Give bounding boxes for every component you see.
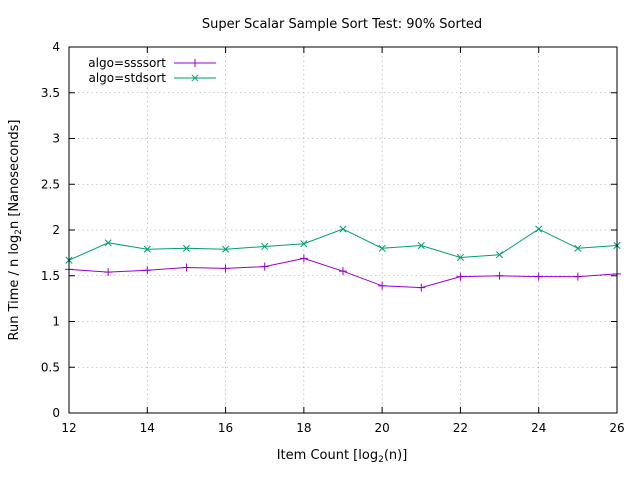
data-point-stdsort (300, 240, 308, 248)
data-point-stdsort (456, 253, 464, 262)
chart-title: Super Scalar Sample Sort Test: 90% Sorte… (202, 17, 482, 32)
data-point-ssssort (339, 267, 347, 276)
data-point-ssssort (221, 264, 230, 273)
x-tick-label: 18 (296, 421, 311, 435)
grid-lines (69, 47, 617, 413)
data-point-ssssort (182, 263, 191, 272)
x-axis-label-main: Item Count [log (277, 448, 378, 463)
y-tick-label: 3 (52, 132, 60, 146)
data-point-ssssort (456, 272, 465, 281)
y-tick-label: 0 (52, 406, 60, 420)
x-axis-label-tail: (n)] (384, 448, 407, 463)
data-point-ssssort (104, 268, 113, 277)
y-tick-label: 3.5 (41, 86, 60, 100)
data-point-ssssort (534, 272, 543, 281)
legend-label-ssssort: algo=ssssort (88, 56, 166, 70)
data-point-stdsort (104, 239, 112, 247)
legend-point-stdsort (191, 74, 199, 82)
x-tick-label: 24 (531, 421, 546, 435)
x-axis-label-subscript: 2 (378, 455, 384, 465)
data-point-ssssort (260, 262, 269, 271)
legend-marker-stdsort (191, 74, 199, 82)
data-point-ssssort (573, 272, 582, 281)
x-tick-label: 26 (609, 421, 624, 435)
y-tick-label: 2.5 (41, 177, 60, 191)
x-tick-label: 20 (375, 421, 390, 435)
x-tick-label: 12 (61, 421, 76, 435)
y-tick-label: 2 (52, 223, 60, 237)
legend-label-stdsort: algo=stdsort (88, 71, 166, 85)
data-point-stdsort (496, 251, 504, 259)
data-point-stdsort (378, 244, 386, 252)
y-axis-label: Run Time / n log2n [Nanoseconds] (7, 120, 24, 341)
data-point-ssssort (299, 254, 308, 263)
data-point-stdsort (339, 225, 347, 233)
data-point-stdsort (222, 245, 230, 253)
data-point-ssssort (378, 281, 387, 290)
data-point-stdsort (261, 242, 269, 251)
y-tick-label: 1 (52, 315, 60, 329)
x-tick-label: 16 (218, 421, 233, 435)
data-point-stdsort (535, 225, 543, 233)
y-axis-label-main: Run Time / n log (7, 235, 22, 341)
series-stdsort (65, 225, 621, 264)
x-axis-label: Item Count [log2(n)] (277, 448, 408, 465)
data-point-ssssort (495, 271, 504, 280)
y-tick-labels: 0 0.5 1 1.5 2 2.5 3 3.5 4 (41, 40, 60, 420)
y-tick-label: 1.5 (41, 269, 60, 283)
y-tick-label: 0.5 (41, 360, 60, 374)
legend-marker-ssssort (191, 59, 199, 67)
x-tick-label: 22 (453, 421, 468, 435)
y-tick-label: 4 (52, 40, 60, 54)
tick-marks (68, 46, 618, 414)
data-point-ssssort (143, 266, 152, 275)
y-axis-label-subscript: 2 (14, 229, 24, 235)
legend-point-ssssort (191, 59, 199, 67)
y-axis-label-tail: n [Nanoseconds] (7, 120, 22, 230)
x-tick-labels: 12 14 16 18 20 22 24 26 (61, 421, 624, 435)
data-point-stdsort (182, 244, 190, 252)
data-point-stdsort (574, 244, 582, 252)
x-tick-label: 14 (140, 421, 155, 435)
legend: algo=ssssort algo=stdsort (88, 56, 216, 85)
series-line-stdsort (68, 228, 618, 261)
series-ssssort (65, 254, 621, 292)
data-point-ssssort (417, 283, 426, 292)
data-point-stdsort (417, 242, 425, 250)
data-point-stdsort (143, 245, 151, 253)
series-layer (65, 225, 621, 292)
